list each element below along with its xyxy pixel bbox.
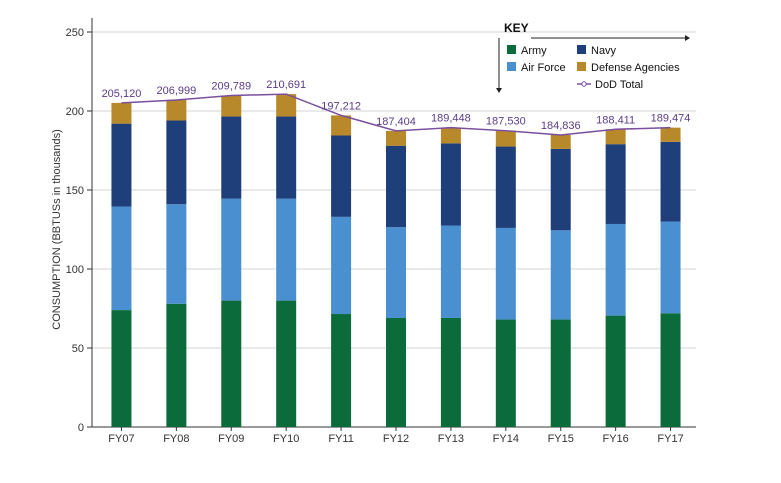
bar-defense-agencies-fy07 <box>111 102 132 124</box>
total-line <box>121 93 671 136</box>
dod-total-value-label: 197,212 <box>321 100 361 112</box>
y-tick-label: 0 <box>78 422 84 434</box>
legend-swatch-navy <box>577 45 586 54</box>
bar-air-force-fy09 <box>221 198 242 301</box>
x-tick-label: FY16 <box>602 433 628 445</box>
bar-air-force-fy15 <box>550 230 571 320</box>
dod-total-value-label: 210,691 <box>266 79 306 91</box>
bar-navy-fy15 <box>550 148 571 231</box>
legend-swatch-defense-agencies <box>577 62 586 71</box>
legend-swatch-air-force <box>507 62 516 71</box>
bar-navy-fy16 <box>605 144 626 224</box>
bar-navy-fy11 <box>331 135 352 217</box>
bar-navy-fy09 <box>221 116 242 199</box>
legend-arrow-down <box>496 88 502 93</box>
bar-air-force-fy13 <box>440 225 461 318</box>
bar-navy-fy12 <box>386 145 406 228</box>
bar-air-force-fy14 <box>495 227 516 320</box>
bar-army-fy17 <box>660 313 681 427</box>
dod-total-value-label: 206,999 <box>156 85 196 97</box>
dod-total-value-label: 209,789 <box>211 81 251 93</box>
bar-navy-fy08 <box>166 120 187 205</box>
legend-label: Army <box>521 45 547 57</box>
bar-defense-agencies-fy15 <box>550 134 571 149</box>
x-tick-label: FY08 <box>163 433 189 445</box>
legend-title: KEY <box>504 21 529 35</box>
dod-total-value-label: 188,411 <box>596 114 635 126</box>
data-labels: 205,120 206,999 209,789 210,691 197,212 187,4… <box>102 79 691 132</box>
bar-air-force-fy17 <box>660 221 681 314</box>
bar-defense-agencies-fy16 <box>605 129 626 145</box>
legend-arrow-right <box>685 35 690 41</box>
bar-army-fy10 <box>276 300 297 427</box>
x-tick-label: FY15 <box>548 433 574 445</box>
bar-defense-agencies-fy12 <box>386 130 406 146</box>
bar-air-force-fy10 <box>276 198 297 301</box>
y-axis-title: CONSUMPTION (BBTUSs in thousands) <box>51 129 63 330</box>
bar-army-fy16 <box>605 315 626 427</box>
bar-navy-fy13 <box>440 143 461 226</box>
bar-air-force-fy12 <box>386 227 406 318</box>
x-tick-label: FY12 <box>383 433 409 445</box>
bar-navy-fy10 <box>276 116 297 199</box>
x-tick-label: FY07 <box>108 433 134 445</box>
x-tick-label: FY11 <box>328 433 353 445</box>
x-tick-label: FY17 <box>657 433 683 445</box>
x-tick-label: FY10 <box>273 433 299 445</box>
dod-total-value-label: 189,448 <box>431 113 471 125</box>
x-tick-label: FY14 <box>493 433 519 445</box>
bar-navy-fy17 <box>660 141 681 222</box>
bar-defense-agencies-fy13 <box>440 127 461 144</box>
bar-defense-agencies-fy10 <box>276 94 297 117</box>
y-tick-label: 100 <box>66 264 84 276</box>
legend-label: Defense Agencies <box>591 62 680 74</box>
y-tick-label: 50 <box>72 343 84 355</box>
dod-total-line <box>121 93 671 136</box>
bar-army-fy14 <box>495 319 516 427</box>
y-tick-label: 150 <box>66 185 84 197</box>
axes: 0 50 100 150 200 250 FY07 FY08 FY09 FY10 FY11 FY12 F… <box>66 18 696 445</box>
y-tick-label: 200 <box>66 106 84 118</box>
bar-air-force-fy16 <box>605 223 626 316</box>
bar-defense-agencies-fy08 <box>166 99 187 121</box>
bar-army-fy12 <box>386 317 406 427</box>
legend: KEY Army Navy Air Force Defense Agencies DoD … <box>496 21 690 93</box>
bars <box>111 94 681 427</box>
dod-total-value-label: 205,120 <box>102 88 142 100</box>
bar-army-fy15 <box>550 319 571 427</box>
bar-defense-agencies-fy11 <box>331 115 352 136</box>
dod-total-value-label: 189,474 <box>651 113 691 125</box>
bar-navy-fy14 <box>495 146 516 228</box>
bar-defense-agencies-fy14 <box>495 130 516 147</box>
legend-marker-dod-total <box>581 81 587 87</box>
legend-label: Air Force <box>521 62 566 74</box>
legend-swatch-army <box>507 45 516 54</box>
dod-total-value-label: 184,836 <box>541 120 581 132</box>
bar-army-fy09 <box>221 300 242 427</box>
legend-label: Navy <box>591 45 617 57</box>
bar-army-fy13 <box>440 317 461 427</box>
dod-total-value-label: 187,530 <box>486 116 526 128</box>
bar-army-fy08 <box>166 303 187 427</box>
bar-army-fy07 <box>111 310 132 427</box>
legend-label: DoD Total <box>595 79 643 91</box>
bar-navy-fy07 <box>111 123 132 207</box>
y-tick-label: 250 <box>66 27 84 39</box>
bar-air-force-fy08 <box>166 204 187 304</box>
bar-army-fy11 <box>331 314 352 427</box>
x-tick-label: FY13 <box>438 433 464 445</box>
bar-air-force-fy11 <box>331 216 352 315</box>
dod-total-value-label: 187,404 <box>376 116 416 128</box>
bar-air-force-fy07 <box>111 206 132 311</box>
bar-defense-agencies-fy17 <box>660 127 681 142</box>
x-tick-label: FY09 <box>218 433 244 445</box>
bar-defense-agencies-fy09 <box>221 95 242 117</box>
